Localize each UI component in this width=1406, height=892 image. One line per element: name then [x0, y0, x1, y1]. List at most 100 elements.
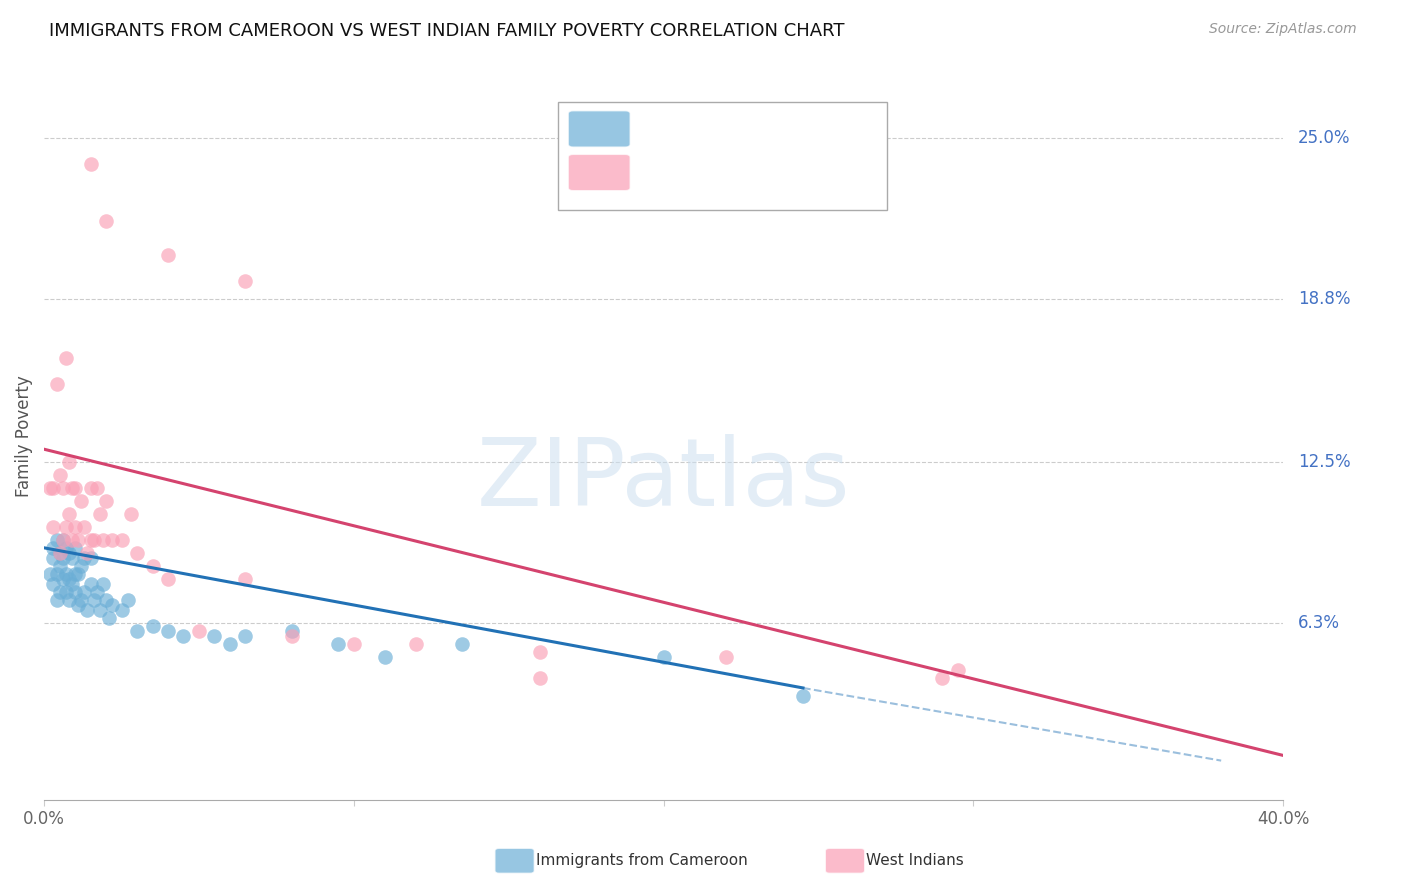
Point — [125, 546, 148, 560]
Point — [529, 671, 551, 685]
Point — [45, 592, 67, 607]
Point — [141, 559, 163, 574]
Point — [451, 637, 474, 651]
Point — [141, 618, 163, 632]
Point — [73, 551, 96, 566]
Point — [156, 572, 179, 586]
Point — [281, 629, 304, 643]
Point — [73, 585, 96, 599]
FancyBboxPatch shape — [558, 102, 887, 210]
Point — [52, 551, 75, 566]
Point — [42, 541, 65, 555]
Point — [67, 598, 90, 612]
Point — [374, 649, 396, 664]
Text: 6.3%: 6.3% — [1298, 614, 1340, 632]
Point — [76, 546, 98, 560]
Point — [188, 624, 211, 638]
Point — [63, 566, 86, 581]
Point — [58, 455, 80, 469]
Text: R = -0.327: R = -0.327 — [638, 160, 735, 178]
Point — [235, 629, 257, 643]
Point — [125, 624, 148, 638]
Text: N = 43: N = 43 — [775, 160, 842, 178]
Point — [48, 546, 70, 560]
Point — [76, 603, 98, 617]
FancyBboxPatch shape — [568, 154, 630, 191]
Point — [48, 559, 70, 574]
Point — [52, 481, 75, 495]
Point — [67, 533, 90, 547]
Point — [156, 624, 179, 638]
Point — [219, 637, 242, 651]
Point — [60, 481, 83, 495]
Point — [42, 551, 65, 566]
Point — [52, 533, 75, 547]
Point — [235, 274, 257, 288]
Point — [120, 507, 142, 521]
Point — [39, 481, 62, 495]
Point — [55, 585, 77, 599]
Point — [67, 566, 90, 581]
Point — [48, 546, 70, 560]
Point — [58, 507, 80, 521]
Point — [48, 468, 70, 483]
Y-axis label: Family Poverty: Family Poverty — [15, 376, 32, 497]
Point — [42, 577, 65, 591]
Point — [83, 533, 105, 547]
Point — [42, 481, 65, 495]
Point — [173, 629, 195, 643]
Point — [63, 481, 86, 495]
Text: Immigrants from Cameroon: Immigrants from Cameroon — [536, 854, 748, 868]
Point — [405, 637, 427, 651]
Point — [45, 533, 67, 547]
Point — [117, 592, 139, 607]
Point — [328, 637, 350, 651]
Point — [931, 671, 953, 685]
Text: 25.0%: 25.0% — [1298, 128, 1351, 147]
Point — [91, 577, 114, 591]
Point — [70, 559, 93, 574]
Text: West Indians: West Indians — [866, 854, 965, 868]
Point — [42, 520, 65, 534]
Point — [60, 577, 83, 591]
Point — [79, 533, 101, 547]
Text: R = -0.288: R = -0.288 — [638, 116, 735, 135]
Point — [792, 689, 814, 703]
Point — [94, 592, 117, 607]
Point — [45, 566, 67, 581]
Point — [52, 533, 75, 547]
Point — [60, 551, 83, 566]
Point — [48, 585, 70, 599]
Point — [204, 629, 226, 643]
Point — [529, 645, 551, 659]
Point — [79, 157, 101, 171]
Point — [79, 551, 101, 566]
Point — [39, 566, 62, 581]
Point — [55, 566, 77, 581]
Point — [79, 577, 101, 591]
Point — [86, 481, 108, 495]
Point — [101, 533, 124, 547]
Point — [110, 533, 132, 547]
Point — [60, 533, 83, 547]
Point — [58, 546, 80, 560]
Point — [55, 520, 77, 534]
Text: 18.8%: 18.8% — [1298, 290, 1351, 308]
Text: IMMIGRANTS FROM CAMEROON VS WEST INDIAN FAMILY POVERTY CORRELATION CHART: IMMIGRANTS FROM CAMEROON VS WEST INDIAN … — [49, 22, 845, 40]
Point — [63, 520, 86, 534]
Point — [55, 351, 77, 366]
Point — [94, 214, 117, 228]
Point — [98, 611, 121, 625]
Point — [52, 572, 75, 586]
Point — [86, 585, 108, 599]
Point — [63, 585, 86, 599]
Point — [281, 624, 304, 638]
FancyBboxPatch shape — [568, 111, 630, 147]
Point — [70, 592, 93, 607]
Point — [101, 598, 124, 612]
Point — [652, 649, 675, 664]
Text: Source: ZipAtlas.com: Source: ZipAtlas.com — [1209, 22, 1357, 37]
Point — [63, 541, 86, 555]
Point — [58, 592, 80, 607]
Point — [83, 592, 105, 607]
